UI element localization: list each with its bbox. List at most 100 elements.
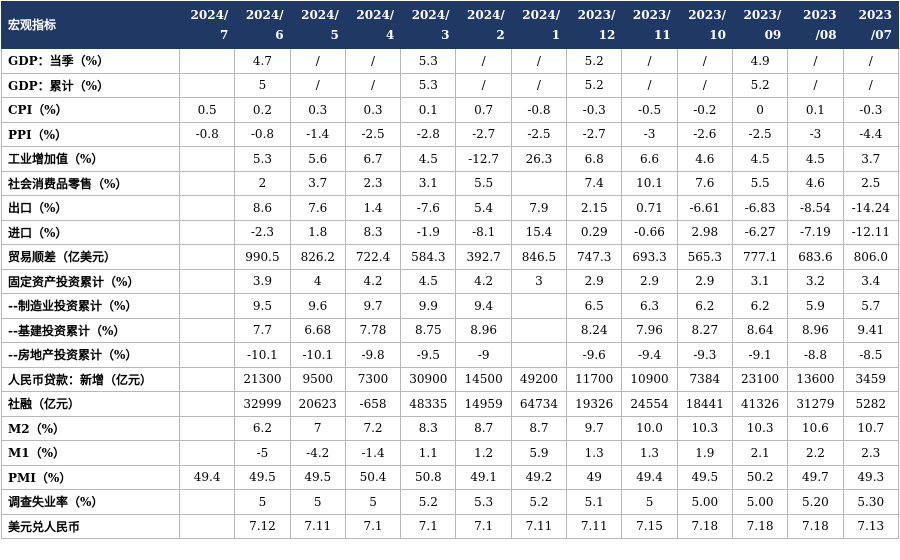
table-row: --制造业投资累计（%） 9.5 9.6 9.7 9.9 9.4 6.5 6.3 6.2 6.2 5… [1,293,900,319]
row-label: 人民币贷款：新增（亿元） [1,366,180,392]
value-cell: 5.2 [510,489,568,515]
column-header-line: 2023/ [743,8,782,22]
value-cell: 49.5 [234,464,291,490]
column-header-line: 5 [330,28,339,42]
value-cell: 11700 [566,366,623,392]
empty-cell [178,72,236,98]
column-header-line: 2023/ [577,8,616,22]
column-header-line: 2024/ [245,8,284,22]
value-cell: 7.18 [731,513,789,539]
column-header-line: 2023 [803,8,837,22]
value-cell: 392.7 [455,244,512,270]
empty-cell [178,293,236,319]
value-cell: 9.9 [400,293,457,319]
value-cell: 7.11 [289,513,346,539]
value-cell: 2.98 [676,219,733,245]
value-cell: 6.2 [676,293,733,319]
column-header: 2024/6 [234,1,291,49]
value-cell: 4.5 [787,146,844,172]
value-cell: 3 [510,268,568,294]
table-row: --房地产投资累计（%） -10.1 -10.1 -9.8 -9.5 -9 -9.6 -9.4… [1,342,900,368]
value-cell: 6.2 [234,415,291,441]
column-header-line: 2023/ [632,8,671,22]
value-cell: 1.9 [676,440,733,466]
value-cell: 3.9 [234,268,291,294]
value-cell: -2.5 [510,121,568,147]
column-header-line: 2024/ [356,8,395,22]
value-cell: 722.4 [344,244,402,270]
value-cell: 21300 [234,366,291,392]
value-cell: / [842,48,900,74]
value-cell: 5.3 [400,72,457,98]
value-cell: -2.5 [731,121,789,147]
value-cell: 10900 [621,366,678,392]
value-cell: / [455,72,512,98]
value-cell: 31279 [787,391,844,417]
value-cell: 9.7 [344,293,402,319]
value-cell: 2.9 [566,268,623,294]
value-cell: 4.5 [400,146,457,172]
value-cell: 3.7 [289,170,346,196]
value-cell: 9.4 [455,293,512,319]
value-cell: -8.5 [842,342,900,368]
table-row: 贸易顺差（亿美元） 990.5 826.2 722.4 584.3 392.7 846.5 7… [1,244,900,270]
value-cell: 49.1 [455,464,512,490]
value-cell: 8.7 [510,415,568,441]
column-header-line: 4 [385,28,395,42]
value-cell: 64734 [510,391,568,417]
value-cell: 49.4 [621,464,678,490]
value-cell: 5.1 [566,489,623,515]
value-cell: / [787,48,844,74]
value-cell: 565.3 [676,244,733,270]
value-cell: 9.5 [234,293,291,319]
value-cell: 3.1 [731,268,789,294]
empty-cell [178,219,236,245]
value-cell: 49.5 [289,464,346,490]
value-cell: -0.8 [234,121,291,147]
value-cell: -1.4 [344,440,402,466]
value-cell: 5 [621,489,678,515]
row-label: GDP：当季（%） [1,48,180,74]
value-cell: 7.11 [510,513,568,539]
value-cell: 9.7 [566,415,623,441]
value-cell: -7.6 [400,195,457,221]
value-cell: 5.2 [731,72,789,98]
value-cell: 3.2 [787,268,844,294]
value-cell: -8.8 [787,342,844,368]
value-cell: 10.1 [621,170,678,196]
empty-cell [178,489,236,515]
value-cell: -12.11 [842,219,900,245]
value-cell: 41326 [731,391,789,417]
value-cell: 1.2 [455,440,512,466]
value-cell: 0 [731,97,789,123]
value-cell: / [510,72,568,98]
value-cell: 1.3 [566,440,623,466]
table-row: 人民币贷款：新增（亿元） 21300 9500 7300 30900 14500 49200… [1,366,900,392]
value-cell: -6.83 [731,195,789,221]
value-cell: / [676,48,733,74]
row-label: 固定资产投资累计（%） [1,268,180,294]
value-cell: 5 [234,489,291,515]
value-cell: 10.6 [787,415,844,441]
table-row: M1（%） -5 -4.2 -1.4 1.1 1.2 5.9 1.3 1.3 1.9 2.1 2.2 2… [1,440,900,466]
value-cell: 49.2 [510,464,568,490]
row-label: --房地产投资累计（%） [1,342,180,368]
value-cell: 1.4 [344,195,402,221]
value-cell: 4.5 [731,146,789,172]
column-header-line: 6 [275,28,284,42]
value-cell: -12.7 [455,146,512,172]
column-header-line: 7 [219,28,229,42]
column-header-line: 11 [653,28,671,42]
row-label: GDP：累计（%） [1,72,180,98]
value-cell: -5 [234,440,291,466]
row-label: PMI（%） [1,464,180,490]
empty-cell [178,415,236,441]
header-row: 宏观指标 2024/7 2024/6 2024/5 2024/4 2024/3 2024/… [1,1,900,49]
value-cell: 49.5 [676,464,733,490]
table-row: 社会消费品零售（%） 2 3.7 2.3 3.1 5.5 7.4 10.1 7.6 5.5 4.6 2… [1,170,900,196]
value-cell: 49200 [510,366,568,392]
value-cell: 4 [289,268,346,294]
value-cell: 7.6 [289,195,346,221]
value-cell: 6.68 [289,317,346,343]
value-cell: 2.5 [842,170,900,196]
